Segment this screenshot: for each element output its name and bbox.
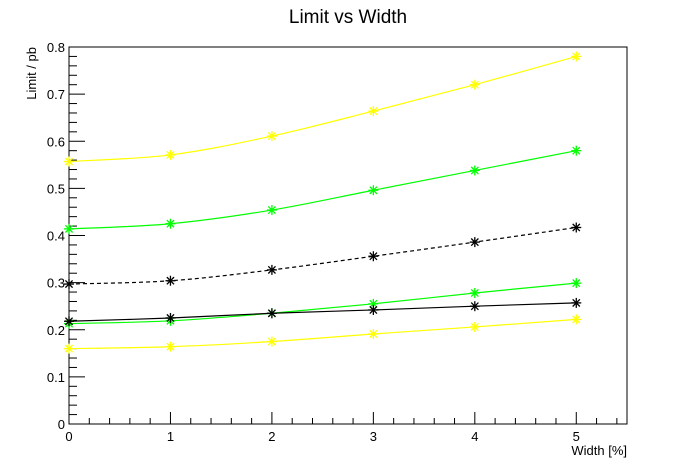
data-point bbox=[266, 205, 277, 216]
plot-frame bbox=[68, 46, 628, 425]
data-point bbox=[266, 308, 277, 319]
data-point bbox=[571, 314, 582, 325]
x-axis-label: Width [%] bbox=[571, 443, 627, 458]
data-point bbox=[469, 287, 480, 298]
y-tick-label: 0.7 bbox=[47, 87, 65, 102]
series-line bbox=[68, 150, 577, 230]
data-point bbox=[571, 51, 582, 62]
y-tick-label: 0.3 bbox=[47, 276, 65, 291]
data-point bbox=[571, 297, 582, 308]
y-tick-label: 0 bbox=[58, 417, 65, 432]
series-0 bbox=[64, 51, 582, 167]
series-line bbox=[68, 55, 577, 163]
data-point bbox=[266, 131, 277, 142]
data-point bbox=[266, 336, 277, 347]
x-tick-label: 1 bbox=[167, 429, 174, 444]
x-tick-label: 2 bbox=[268, 429, 275, 444]
y-axis-label: Limit / pb bbox=[24, 47, 39, 100]
series-4 bbox=[64, 297, 582, 327]
data-point bbox=[165, 149, 176, 160]
data-point bbox=[368, 251, 379, 262]
data-point bbox=[165, 218, 176, 229]
data-point bbox=[368, 106, 379, 117]
data-point bbox=[469, 79, 480, 90]
data-point bbox=[368, 298, 379, 309]
series-2 bbox=[64, 222, 582, 290]
data-point bbox=[64, 343, 74, 354]
series-1 bbox=[64, 145, 582, 234]
data-point bbox=[64, 316, 74, 327]
series-3 bbox=[64, 278, 582, 329]
data-point bbox=[571, 145, 582, 156]
axis-ticks bbox=[68, 46, 618, 425]
series-line bbox=[68, 282, 577, 325]
data-point bbox=[64, 279, 74, 290]
data-point bbox=[571, 278, 582, 289]
y-tick-label: 0.5 bbox=[47, 181, 65, 196]
y-tick-label: 0.1 bbox=[47, 370, 65, 385]
data-point bbox=[64, 156, 74, 167]
data-point bbox=[368, 328, 379, 339]
y-tick-label: 0.4 bbox=[47, 229, 65, 244]
data-point bbox=[469, 165, 480, 176]
data-point bbox=[165, 312, 176, 323]
series-line bbox=[68, 302, 577, 322]
data-point bbox=[469, 321, 480, 332]
series-line bbox=[68, 318, 577, 350]
data-point bbox=[469, 301, 480, 312]
data-point bbox=[469, 237, 480, 248]
x-tick-label: 0 bbox=[65, 429, 72, 444]
x-tick-label: 4 bbox=[471, 429, 478, 444]
series-5 bbox=[64, 314, 582, 354]
data-point bbox=[165, 341, 176, 352]
data-point bbox=[368, 304, 379, 315]
data-point bbox=[266, 264, 277, 275]
series-line bbox=[68, 226, 577, 285]
data-point bbox=[571, 222, 582, 233]
chart-title: Limit vs Width bbox=[289, 7, 407, 28]
x-tick-label: 5 bbox=[573, 429, 580, 444]
y-tick-label: 0.2 bbox=[47, 323, 65, 338]
series-layer bbox=[64, 51, 582, 354]
y-tick-label: 0.6 bbox=[47, 134, 65, 149]
data-point bbox=[165, 275, 176, 286]
y-tick-label: 0.8 bbox=[47, 40, 65, 55]
data-point bbox=[64, 223, 74, 234]
data-point bbox=[368, 185, 379, 196]
x-tick-label: 3 bbox=[370, 429, 377, 444]
axis-tick-labels: 0 0.1 0.2 0.3 0.4 0.5 0.6 0.7 0.8 0 1 2 3 4 5 bbox=[47, 40, 580, 444]
